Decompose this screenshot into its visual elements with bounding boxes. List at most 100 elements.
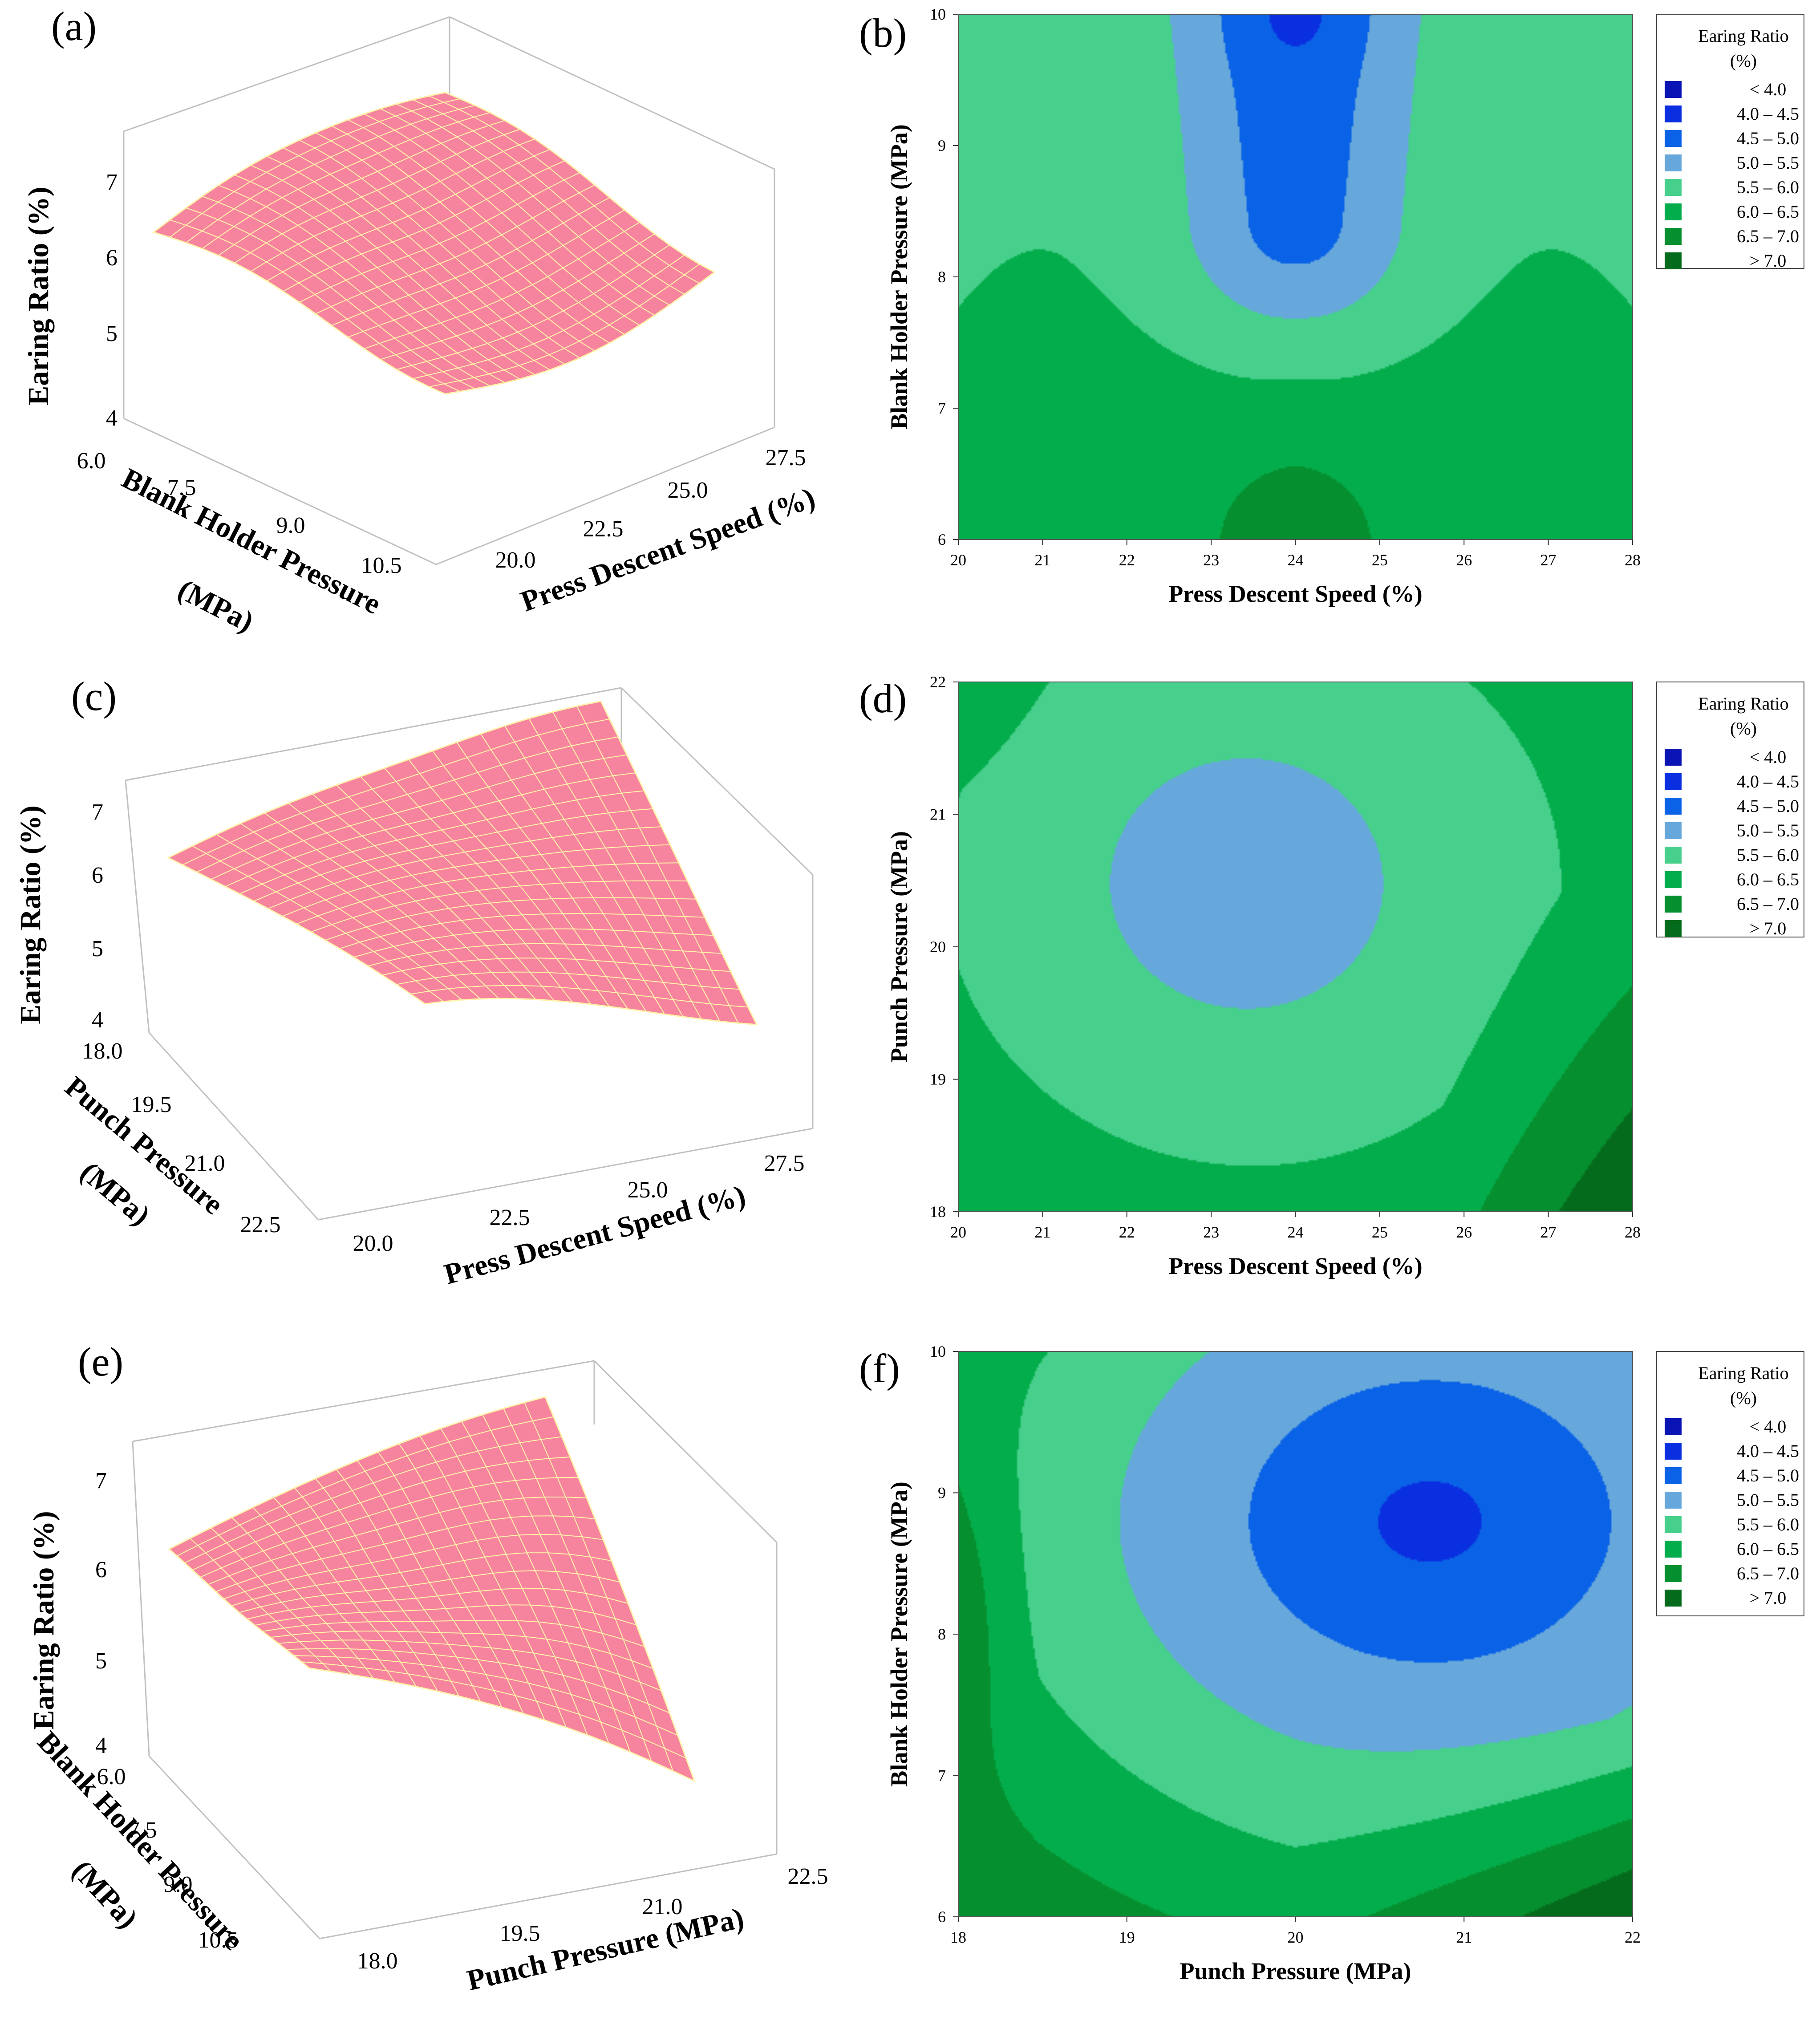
axis-box-line (132, 1441, 150, 1757)
z-tick-label: 5 (106, 321, 118, 346)
legend-title: (%) (1730, 51, 1757, 71)
x-tick-label: 18.0 (82, 1039, 123, 1064)
x-tick-label: 7.5 (167, 475, 196, 500)
axis-box-line (593, 1360, 778, 1543)
legend-entry: < 4.0 (1750, 79, 1787, 99)
x-tick-label: 24 (1288, 551, 1304, 569)
x-tick-label: 9.0 (276, 513, 305, 538)
mesh-line (396, 244, 670, 370)
mesh-line (412, 254, 685, 379)
z-tick-label: 7 (92, 799, 103, 825)
y-tick-label: 10 (930, 5, 946, 23)
legend-swatch (1665, 1443, 1682, 1460)
axis-box-line (620, 687, 814, 876)
legend-swatch (1665, 130, 1682, 147)
x-axis-title: (MPa) (173, 573, 259, 639)
legend-swatch (1665, 106, 1682, 122)
x-tick-label: 20 (950, 1223, 966, 1241)
panel-a-surface-plot: 4 5 6 7 6.0 7.5 9.0 10.5 20.0 22.5 25.0 27.5 Earing … (22, 4, 819, 638)
x-tick-label: 20 (950, 551, 966, 569)
y-tick-label: 25.0 (668, 478, 708, 503)
legend-entry: 5.0 – 5.5 (1737, 153, 1799, 173)
panel-label: (e) (78, 1339, 123, 1384)
legend-entry: > 7.0 (1750, 918, 1787, 938)
legend: Earing Ratio (%) < 4.0 4.0 – 4.5 4.5 – 5.0 5.… (1656, 14, 1804, 271)
x-tick-label: 27 (1540, 1223, 1557, 1241)
legend-entry: > 7.0 (1750, 1588, 1787, 1608)
z-tick-label: 4 (106, 406, 118, 431)
y-tick-label: 6 (938, 1908, 946, 1926)
z-tick-label: 7 (106, 170, 118, 195)
z-tick-label: 4 (95, 1733, 107, 1758)
x-tick-label: 21 (1034, 1223, 1050, 1241)
y-tick-label: 18 (930, 1203, 946, 1221)
legend-swatch (1665, 252, 1682, 269)
y-tick-label: 27.5 (764, 1151, 805, 1176)
y-tick-label: 22.5 (788, 1864, 828, 1889)
y-axis-title: Punch Pressure (MPa) (886, 831, 912, 1063)
y-tick-label: 7 (938, 1767, 946, 1785)
y-tick-label: 20 (930, 938, 946, 956)
legend-swatch (1665, 920, 1682, 937)
axis-box-line (318, 1128, 813, 1221)
y-axis-title: Punch Pressure (MPa) (464, 1902, 747, 1997)
legend: Earing Ratio (%) < 4.0 4.0 – 4.5 4.5 – 5.0 5.… (1656, 682, 1804, 938)
x-tick-label: 26 (1456, 1223, 1472, 1241)
y-tick-label: 7 (938, 399, 946, 417)
y-tick-label: 20.0 (495, 548, 536, 573)
legend-swatch (1665, 749, 1682, 766)
panel-c-surface-plot: 4 5 6 7 18.0 19.5 21.0 22.5 20.0 22.5 25.0 27.5 Eari… (14, 674, 814, 1291)
axis-box-line (436, 426, 775, 565)
legend-swatch (1665, 1467, 1682, 1484)
z-tick-label: 6 (95, 1557, 107, 1583)
legend-entry: 4.5 – 5.0 (1737, 128, 1799, 148)
mesh-line (301, 1661, 686, 1759)
legend-swatch (1665, 81, 1682, 98)
legend-swatch (1665, 896, 1682, 913)
axis-box-line (123, 16, 450, 132)
z-tick-label: 5 (95, 1648, 107, 1674)
y-tick-label: 20.0 (353, 1231, 393, 1256)
y-tick-label: 22.5 (490, 1205, 530, 1230)
y-axis-title: Blank Holder Pressure (MPa) (886, 1481, 912, 1786)
legend-swatch (1665, 1492, 1682, 1509)
axis-box-line (132, 1360, 595, 1442)
legend: Earing Ratio (%) < 4.0 4.0 – 4.5 4.5 – 5.0 5.… (1656, 1351, 1804, 1616)
x-tick-label: 21.0 (185, 1151, 225, 1176)
x-tick-label: 24 (1288, 1223, 1304, 1241)
z-tick-label: 6 (106, 245, 118, 271)
y-tick-label: 22 (930, 673, 946, 691)
legend-entry: > 7.0 (1750, 251, 1787, 271)
mesh-line (396, 971, 740, 990)
x-tick-label: 10.5 (361, 553, 402, 578)
legend-entry: 4.0 – 4.5 (1737, 771, 1799, 791)
legend-entry: 4.0 – 4.5 (1737, 1441, 1799, 1461)
legend-entry: < 4.0 (1750, 1416, 1787, 1436)
x-tick-label: 28 (1625, 551, 1641, 569)
mesh-line (552, 711, 721, 1022)
surface-mesh (152, 92, 716, 395)
y-tick-label: 9 (938, 137, 946, 154)
x-tick-label: 7.5 (128, 1818, 157, 1843)
legend-swatch (1665, 1590, 1682, 1607)
y-tick-label: 8 (938, 268, 946, 286)
x-tick-label: 28 (1625, 1223, 1641, 1241)
panel-e-surface-plot: 4 5 6 7 6.0 7.5 9.0 10.5 18.0 19.5 21.0 22.5 Earing … (28, 1339, 828, 1997)
legend-title: Earing Ratio (1698, 694, 1788, 714)
legend-entry: 5.5 – 6.0 (1737, 177, 1799, 197)
contour-fill (958, 682, 1633, 1212)
legend-entry: 4.5 – 5.0 (1737, 796, 1799, 816)
x-axis-title: Press Descent Speed (%) (1168, 580, 1422, 607)
legend-swatch (1665, 228, 1682, 245)
y-tick-label: 21.0 (642, 1894, 683, 1919)
legend-title: Earing Ratio (1698, 26, 1788, 46)
axis-box-line (125, 687, 622, 781)
x-tick-label: 22 (1119, 1223, 1135, 1241)
z-tick-label: 5 (92, 936, 103, 962)
legend-entry: 5.5 – 6.0 (1737, 845, 1799, 865)
legend-swatch (1665, 1516, 1682, 1533)
legend-entry: 6.5 – 7.0 (1737, 1563, 1799, 1583)
mesh-line (503, 1408, 652, 1762)
x-tick-label: 18 (950, 1928, 966, 1946)
